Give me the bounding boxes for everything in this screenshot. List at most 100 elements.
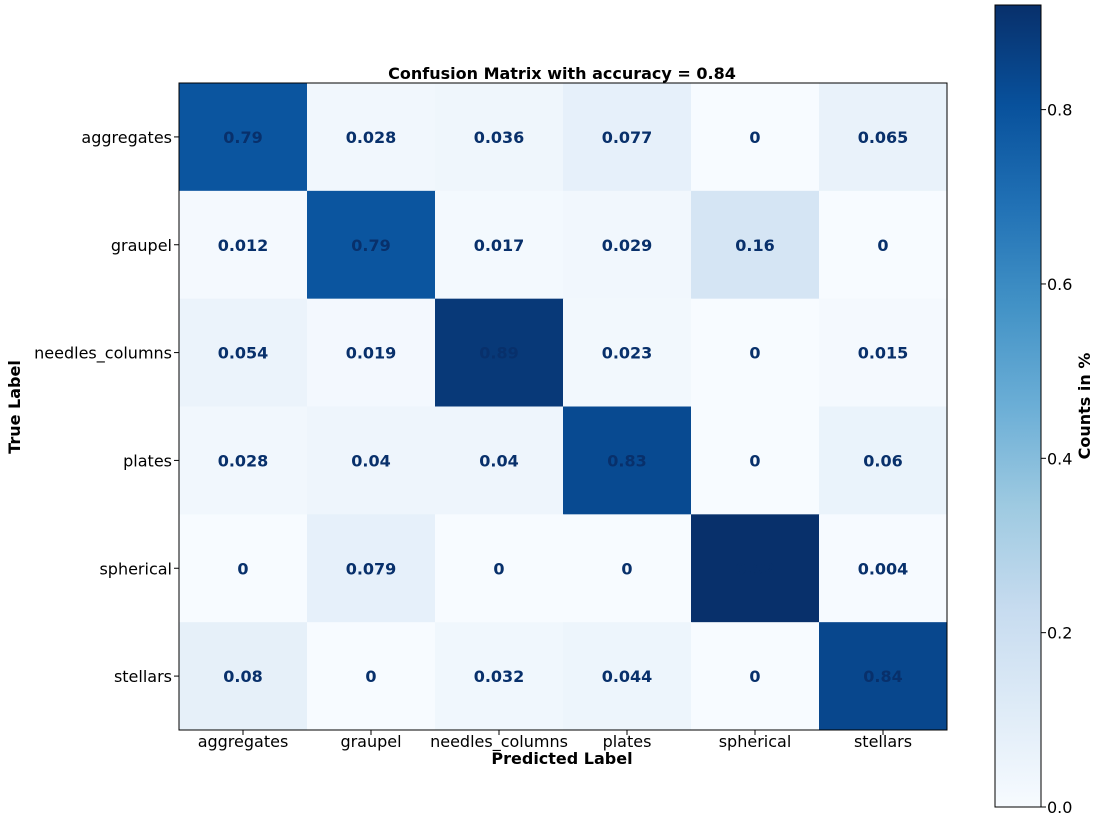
heatmap-cell-1-5	[819, 190, 948, 300]
cell-value-label: 0.16	[735, 236, 774, 255]
heatmap-cell-4-2	[435, 514, 564, 623]
x-tick-label: stellars	[854, 732, 912, 751]
x-axis-label: Predicted Label	[491, 749, 632, 768]
cell-value-label: 0.029	[602, 236, 653, 255]
heatmap-cell-4-0	[179, 514, 308, 623]
heatmap-cell-0-3	[563, 83, 692, 192]
cell-value-label: 0.06	[863, 451, 902, 470]
colorbar-tick-label: 0.4	[1047, 449, 1072, 468]
cell-value-label: 0	[749, 451, 760, 470]
cell-value-label: 0	[877, 236, 888, 255]
heatmap-cell-5-0	[179, 622, 308, 731]
colorbar-label: Counts in %	[1075, 353, 1094, 460]
x-tick-label: aggregates	[198, 732, 289, 751]
heatmap-cell-2-3	[563, 298, 692, 407]
heatmap-cell-3-2	[435, 406, 564, 515]
y-tick-label: plates	[123, 451, 172, 470]
cell-value-label: 0	[749, 128, 760, 147]
cell-value-label: 0.032	[474, 667, 525, 686]
cell-value-label: 0	[749, 667, 760, 686]
colorbar-tick-label: 0.8	[1047, 101, 1072, 120]
cell-value-label: 0.065	[858, 128, 909, 147]
cell-value-label: 0.04	[479, 451, 518, 470]
cell-value-label: 0.84	[863, 667, 902, 686]
heatmap-cell-2-5	[819, 298, 948, 407]
cell-value-label: 0	[621, 559, 632, 578]
cell-value-label: 0.79	[351, 236, 390, 255]
heatmap-cell-1-3	[563, 190, 692, 300]
cell-value-label: 0.079	[346, 559, 397, 578]
y-tick-label: stellars	[114, 667, 172, 686]
cell-value-label: 0.028	[218, 451, 269, 470]
heatmap-cell-5-1	[307, 622, 436, 731]
x-tick-label: needles_columns	[430, 732, 568, 752]
colorbar-tick-label: 0.0	[1047, 798, 1072, 817]
heatmap-cell-1-1	[307, 190, 436, 300]
x-tick-labels: aggregates graupel needles_columns plates sp…	[198, 730, 912, 752]
colorbar-tick-label: 0.6	[1047, 275, 1072, 294]
heatmap-cell-4-4	[691, 514, 820, 623]
y-axis-label: True Label	[5, 360, 24, 454]
cell-value-label: 0.054	[218, 344, 269, 363]
cell-value-label: 0.023	[602, 344, 653, 363]
colorbar-ticks: 0.0 0.2 0.4 0.6 0.8	[1041, 101, 1072, 817]
heatmap-cell-1-2	[435, 190, 564, 300]
heatmap-cell-5-2	[435, 622, 564, 731]
cell-value-label: 0.08	[223, 667, 262, 686]
cell-value-label: 0.044	[602, 667, 653, 686]
heatmap-cell-5-3	[563, 622, 692, 731]
heatmap-cell-5-4	[691, 622, 820, 731]
heatmap-cell-0-4	[691, 83, 820, 192]
cell-value-label: 0.04	[351, 451, 390, 470]
cell-value-label: 0.028	[346, 128, 397, 147]
cell-value-label: 0.79	[223, 128, 262, 147]
y-tick-label: graupel	[111, 236, 172, 255]
cell-value-label: 0	[493, 559, 504, 578]
heatmap-cell-5-5	[819, 622, 948, 731]
cell-value-label: 0.019	[346, 344, 397, 363]
cell-value-label: 0	[365, 667, 376, 686]
x-tick-label: plates	[603, 732, 652, 751]
cell-value-label: 0.92	[735, 559, 774, 578]
y-tick-label: spherical	[99, 559, 172, 578]
colorbar-gradient	[995, 5, 1041, 807]
cell-value-label: 0.015	[858, 344, 909, 363]
heatmap-cell-0-0	[179, 83, 308, 192]
heatmap-cell-2-0	[179, 298, 308, 407]
heatmap-cell-2-2	[435, 298, 564, 407]
chart-title: Confusion Matrix with accuracy = 0.84	[388, 64, 736, 83]
colorbar-frame	[994, 4, 1042, 808]
heatmap-cell-3-1	[307, 406, 436, 515]
heatmap-cell-4-1	[307, 514, 436, 623]
heatmap-cell-0-2	[435, 83, 564, 192]
heatmap-cell-3-4	[691, 406, 820, 515]
heatmap-cell-0-5	[819, 83, 948, 192]
heatmap-cell-4-3	[563, 514, 692, 623]
heatmap-cell-1-0	[179, 190, 308, 300]
x-tick-label: graupel	[340, 732, 401, 751]
heatmap-cell-2-1	[307, 298, 436, 407]
colorbar: 0.0 0.2 0.4 0.6 0.8 Counts in %	[994, 4, 1094, 817]
y-tick-label: aggregates	[81, 128, 172, 147]
cell-value-label: 0	[749, 344, 760, 363]
cell-value-label: 0.036	[474, 128, 525, 147]
cell-value-label: 0.012	[218, 236, 269, 255]
y-tick-label: needles_columns	[34, 344, 172, 364]
cell-value-label: 0.89	[479, 344, 518, 363]
heatmap-cell-1-4	[691, 190, 820, 300]
plot-frame	[178, 82, 948, 731]
heatmap-cells: 0.79 0.028 0.036 0.077 0 0.065 0.012 0.79 0.017 0…	[179, 83, 948, 731]
heatmap-cell-0-1	[307, 83, 436, 192]
heatmap-cell-3-3	[563, 406, 692, 515]
cell-value-label: 0.004	[858, 559, 909, 578]
cell-value-label: 0.83	[607, 451, 646, 470]
heatmap-cell-4-5	[819, 514, 948, 623]
cell-value-label: 0.017	[474, 236, 525, 255]
x-tick-label: spherical	[719, 732, 792, 751]
cell-value-label: 0.077	[602, 128, 653, 147]
heatmap-cell-3-5	[819, 406, 948, 515]
colorbar-tick-label: 0.2	[1047, 624, 1072, 643]
cell-value-label: 0	[237, 559, 248, 578]
